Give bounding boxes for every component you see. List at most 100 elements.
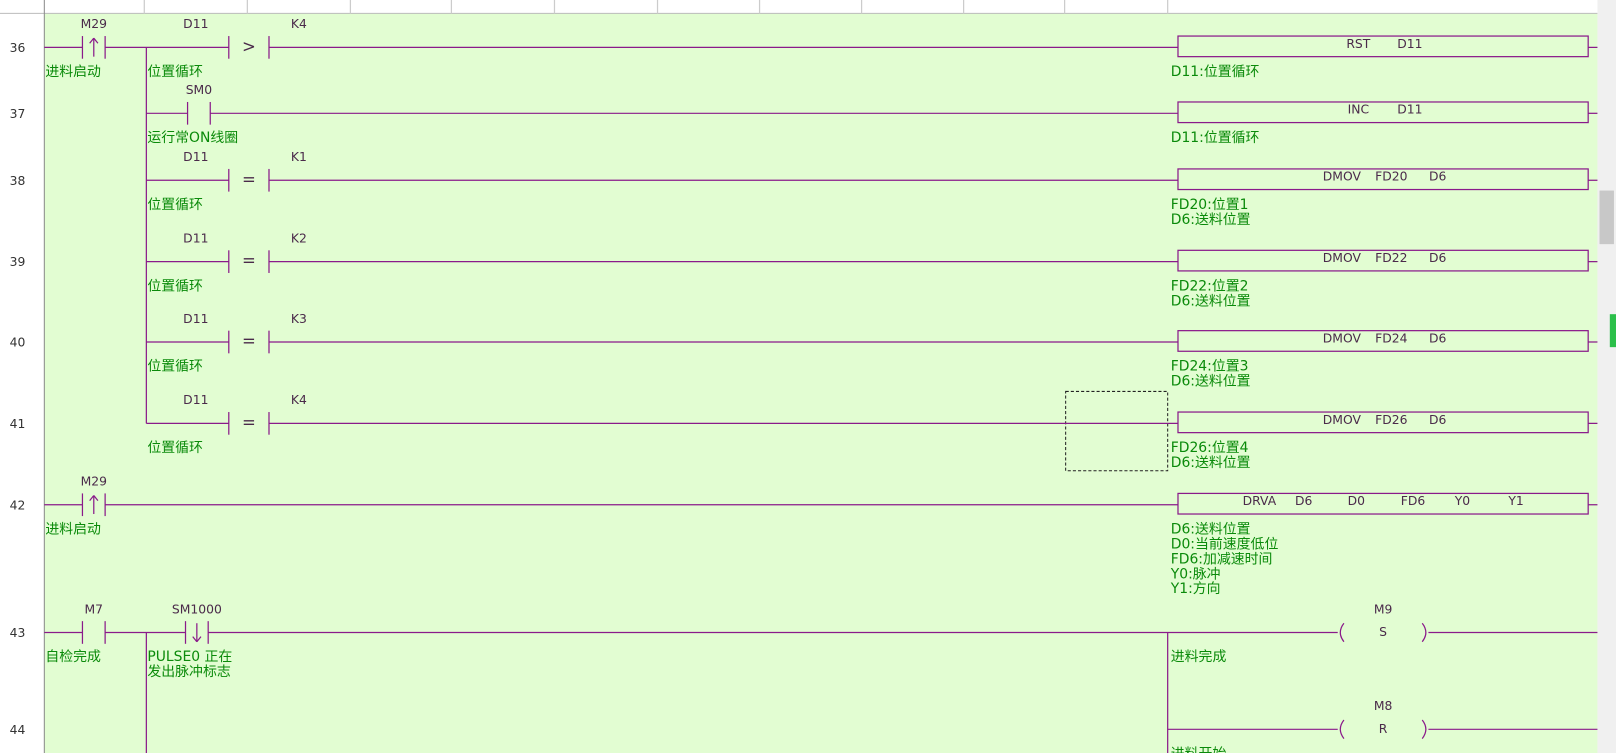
device-comment: PULSE0 正在: [147, 649, 232, 665]
device-comment: 位置循环: [147, 197, 203, 213]
instruction-box: [1177, 330, 1589, 352]
instruction-token: FD20: [1375, 170, 1407, 184]
device-comment: 位置循环: [147, 64, 203, 80]
coil-device: M8: [1374, 699, 1393, 713]
coil-right: [1421, 719, 1427, 739]
device-comment: 位置循环: [147, 440, 203, 456]
coil-op: R: [1379, 722, 1388, 736]
device-comment: 位置循环: [147, 359, 203, 375]
rung-number: 36: [10, 41, 26, 55]
coil-left: [1339, 622, 1345, 643]
operand-label: K1: [291, 150, 307, 164]
instruction-token: DMOV: [1323, 331, 1362, 345]
compare-operator: =: [242, 170, 256, 189]
instruction-token: Y1: [1507, 494, 1523, 508]
device-label: D11: [183, 150, 208, 164]
device-comment: 发出脉冲标志: [147, 664, 230, 680]
instruction-box: [1177, 249, 1589, 272]
device-label: SM0: [186, 83, 213, 97]
instruction-note: D6:送料位置: [1171, 293, 1251, 309]
instruction-note: FD20:位置1: [1171, 197, 1249, 213]
instruction-token: DRVA: [1243, 494, 1277, 508]
device-comment: 运行常ON线圈: [147, 130, 238, 146]
operand-label: K2: [291, 231, 307, 245]
instruction-box: [1177, 411, 1589, 434]
edge-arrow: [196, 636, 202, 643]
rung-number: 41: [10, 417, 26, 431]
device-label: M7: [85, 602, 104, 616]
device-label: D11: [183, 17, 208, 31]
device-label: SM1000: [172, 602, 222, 616]
compare-operator: >: [242, 37, 256, 56]
coil-device: M9: [1374, 602, 1393, 616]
selection-cursor: [1065, 390, 1169, 472]
device-label: D11: [183, 393, 208, 407]
operand-label: K4: [291, 393, 307, 407]
instruction-note: D11:位置循环: [1171, 130, 1260, 146]
instruction-token: DMOV: [1323, 413, 1362, 427]
instruction-token: FD6: [1401, 494, 1426, 508]
rung-number: 40: [10, 336, 26, 350]
instruction-token: FD26: [1375, 413, 1407, 427]
instruction-box: [1177, 35, 1589, 58]
instruction-token: FD24: [1375, 331, 1407, 345]
instruction-note: FD24:位置3: [1171, 359, 1249, 375]
coil-op: S: [1379, 625, 1387, 639]
device-comment: 进料启动: [45, 64, 101, 80]
instruction-token: D11: [1397, 37, 1422, 51]
operand-label: K3: [291, 312, 307, 326]
instruction-token: D6: [1429, 251, 1447, 265]
instruction-token: D0: [1348, 494, 1366, 508]
instruction-note: D6:送料位置: [1171, 521, 1251, 537]
instruction-box: [1177, 492, 1589, 515]
edge-arrow: [93, 37, 99, 44]
instruction-token: D11: [1397, 103, 1422, 117]
instruction-token: DMOV: [1323, 170, 1362, 184]
rung-number: 38: [10, 174, 26, 188]
rung-number: 42: [10, 498, 26, 512]
instruction-note: D6:送料位置: [1171, 212, 1251, 228]
instruction-note: Y0:脉冲: [1170, 566, 1221, 582]
compare-operator: =: [242, 251, 256, 270]
instruction-box: [1177, 101, 1589, 124]
instruction-note: FD26:位置4: [1171, 440, 1249, 456]
device-label: M29: [81, 17, 107, 31]
device-label: D11: [183, 231, 208, 245]
device-comment: 位置循环: [147, 278, 203, 294]
instruction-note: FD22:位置2: [1171, 278, 1249, 294]
edge-arrow: [93, 495, 99, 502]
instruction-token: DMOV: [1323, 251, 1362, 265]
rung-number: 44: [10, 723, 26, 737]
instruction-token: INC: [1348, 103, 1370, 117]
instruction-token: Y0: [1454, 494, 1471, 508]
instruction-note: D6:送料位置: [1171, 374, 1251, 390]
edge-arrow: [192, 636, 198, 643]
device-comment: 自检完成: [45, 649, 101, 665]
coil-comment: 进料开始: [1171, 746, 1227, 753]
scroll-thumb[interactable]: [1599, 190, 1614, 245]
instruction-token: D6: [1429, 170, 1447, 184]
coil-left: [1339, 719, 1345, 739]
scroll-marker: [1609, 314, 1616, 348]
operand-label: K4: [291, 17, 307, 31]
edge-arrow: [89, 37, 95, 44]
instruction-token: RST: [1346, 37, 1370, 51]
rung-number: 43: [10, 626, 26, 640]
instruction-token: D6: [1429, 413, 1447, 427]
coil-comment: 进料完成: [1171, 649, 1227, 665]
compare-operator: =: [242, 413, 256, 432]
scrollbar[interactable]: [1597, 0, 1616, 753]
device-label: D11: [183, 312, 208, 326]
instruction-token: FD22: [1375, 251, 1407, 265]
coil-right: [1421, 622, 1427, 643]
instruction-note: D6:送料位置: [1171, 455, 1251, 471]
instruction-note: FD6:加减速时间: [1171, 551, 1273, 567]
rung-number: 39: [10, 255, 26, 269]
device-label: M29: [81, 475, 107, 489]
instruction-note: Y1:方向: [1170, 581, 1221, 597]
instruction-box: [1177, 168, 1589, 191]
instruction-note: D0:当前速度低位: [1171, 535, 1279, 552]
rung-number: 37: [10, 107, 26, 121]
